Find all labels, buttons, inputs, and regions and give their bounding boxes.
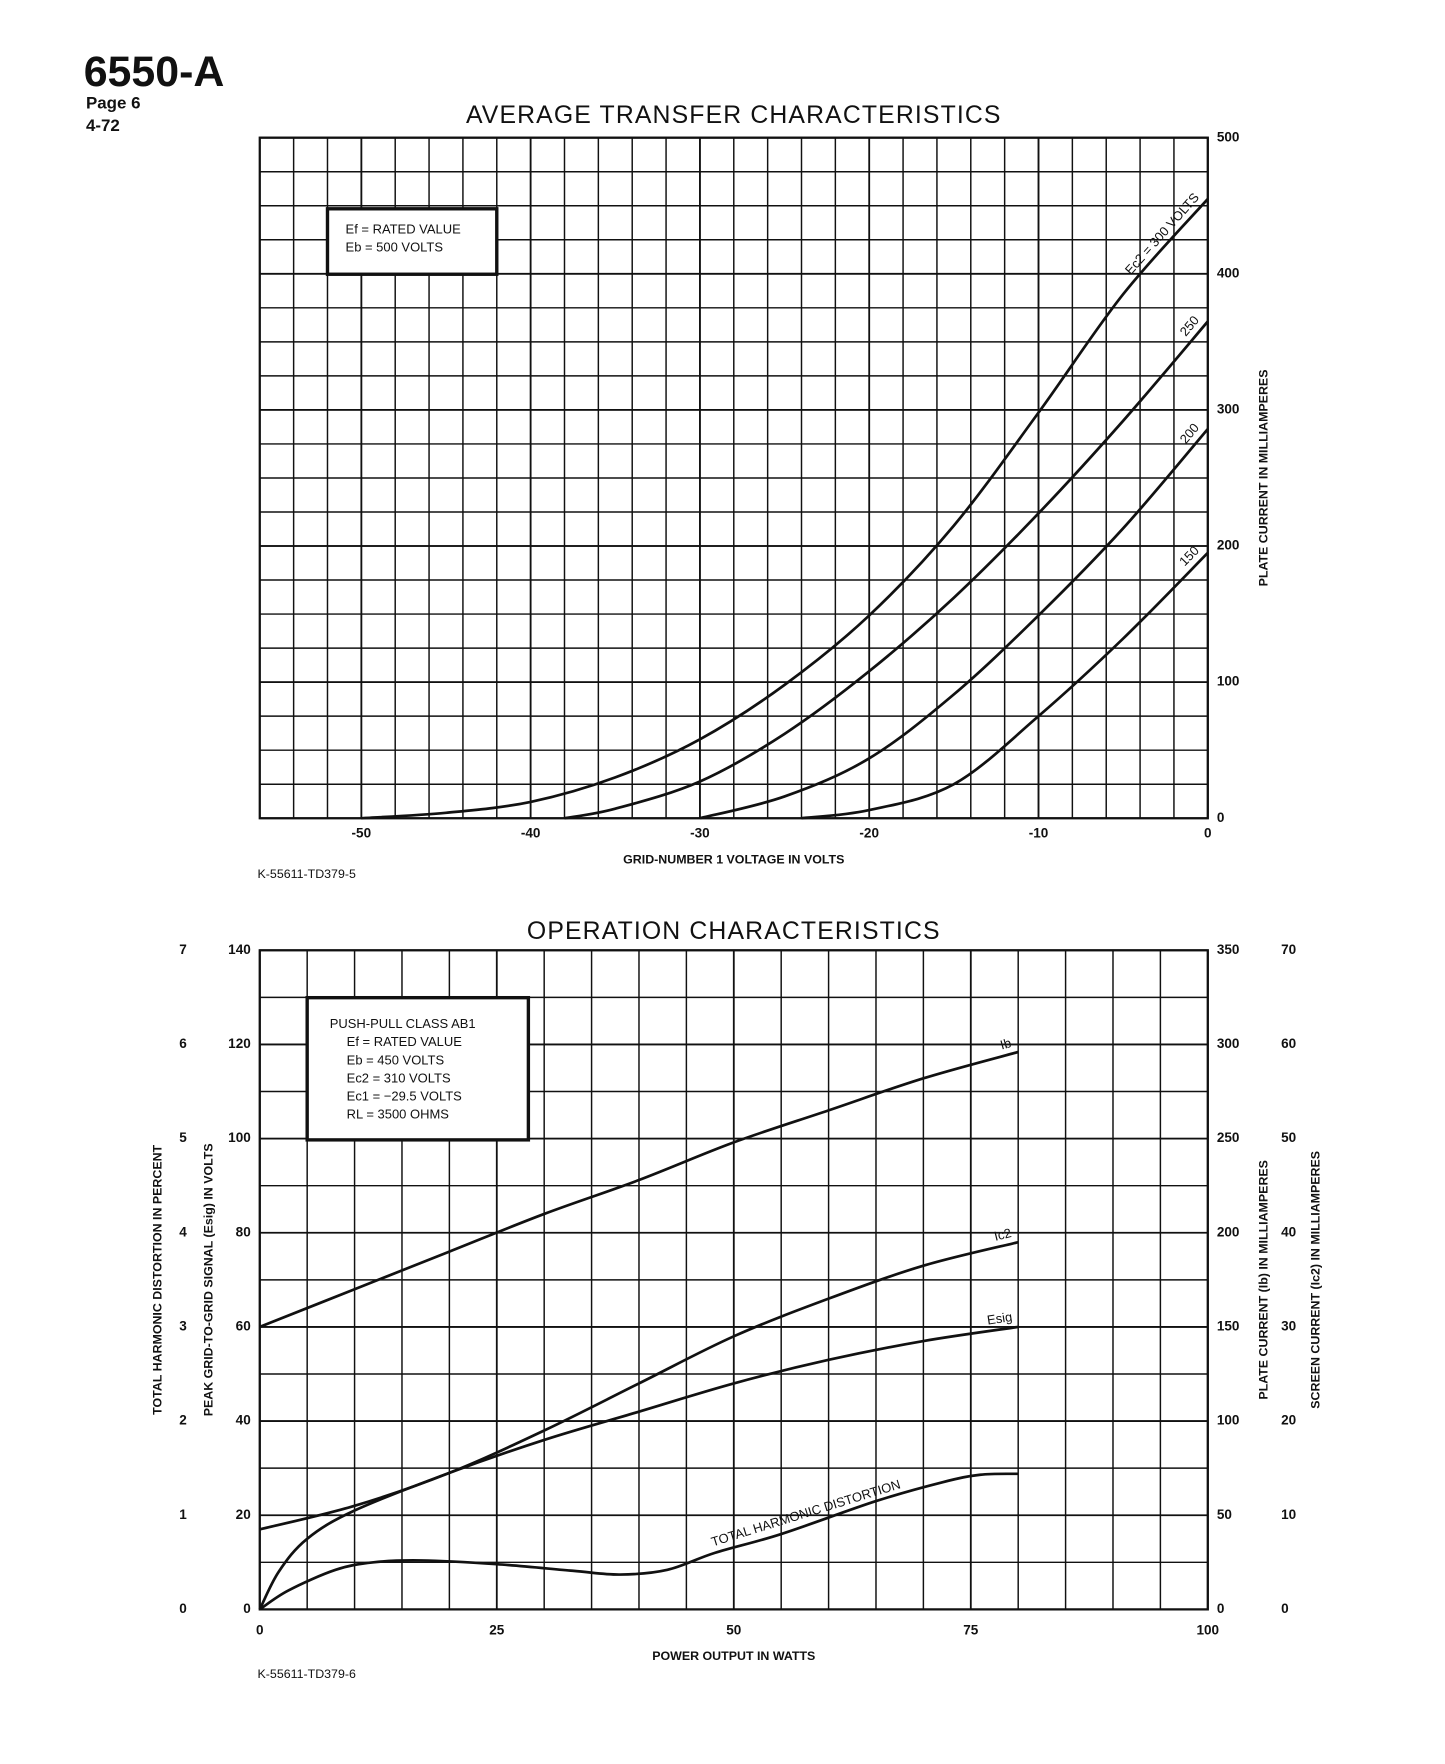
condition-text: Ef = RATED VALUE (346, 222, 462, 237)
series-line (564, 320, 1209, 820)
x-tick-label: 0 (1204, 826, 1212, 841)
y-tick-label: 0 (179, 1601, 187, 1616)
y-tick-label: 200 (1217, 538, 1240, 553)
revision-date: 4-72 (86, 116, 120, 135)
condition-text: Eb = 450 VOLTS (347, 1052, 445, 1067)
y-tick-label: 70 (1281, 942, 1296, 957)
y-tick-label: 30 (1281, 1318, 1296, 1333)
y-axis-title: PLATE CURRENT IN MILLIAMPERES (1257, 370, 1271, 587)
series-line (259, 1472, 1019, 1611)
y-tick-label: 120 (228, 1036, 251, 1051)
chart-title: OPERATION CHARACTERISTICS (527, 918, 941, 945)
y-tick-label: 250 (1217, 1130, 1240, 1145)
x-tick-label: 75 (963, 1622, 979, 1637)
y-tick-label: 1 (179, 1507, 187, 1522)
y-axis-title: PLATE CURRENT (Ib) IN MILLIAMPERES (1257, 1160, 1271, 1400)
series-line (801, 551, 1209, 820)
series-label: Ec2 = 300 VOLTS (1122, 190, 1202, 278)
series-label: 200 (1177, 420, 1202, 446)
y-tick-label: 0 (243, 1601, 251, 1616)
x-tick-label: -30 (690, 826, 710, 841)
series-line (699, 428, 1209, 820)
chart-title: AVERAGE TRANSFER CHARACTERISTICS (466, 102, 1002, 129)
y-tick-label: 20 (236, 1507, 251, 1522)
conditions-box (325, 207, 499, 276)
y-tick-label: 300 (1217, 401, 1240, 416)
y-tick-label: 300 (1217, 1036, 1240, 1051)
x-tick-label: -20 (859, 826, 879, 841)
page-number: Page 6 (86, 93, 141, 112)
y-tick-label: 80 (236, 1224, 251, 1239)
y-tick-label: 400 (1217, 265, 1240, 280)
y-tick-label: 50 (1217, 1507, 1232, 1522)
condition-text: PUSH-PULL CLASS AB1 (330, 1016, 476, 1031)
figure-code: K-55611-TD379-6 (258, 1667, 356, 1681)
x-tick-label: 0 (256, 1622, 264, 1637)
condition-text: Ec1 = −29.5 VOLTS (347, 1088, 462, 1103)
y-tick-label: 5 (179, 1130, 187, 1145)
y-tick-label: 10 (1281, 1507, 1296, 1522)
series-line (258, 1325, 1019, 1610)
y-tick-label: 200 (1217, 1224, 1240, 1239)
series-label: TOTAL HARMONIC DISTORTION (709, 1476, 902, 1549)
y-tick-label: 140 (228, 942, 251, 957)
y-axis-title: PEAK GRID-TO-GRID SIGNAL (Esig) IN VOLTS (201, 1143, 215, 1416)
series-line (259, 1050, 1019, 1329)
part-number: 6550-A (84, 48, 225, 96)
series-label: 250 (1177, 313, 1202, 339)
y-tick-label: 0 (1217, 810, 1225, 825)
y-tick-label: 100 (228, 1130, 251, 1145)
y-tick-label: 100 (1217, 1413, 1240, 1428)
y-tick-label: 100 (1217, 674, 1240, 689)
condition-text: Ef = RATED VALUE (347, 1034, 463, 1049)
y-tick-label: 40 (236, 1413, 251, 1428)
y-axis-title: SCREEN CURRENT (Ic2) IN MILLIAMPERES (1308, 1151, 1322, 1409)
series-label: Ic2 (992, 1225, 1012, 1244)
figure-code: K-55611-TD379-5 (258, 867, 356, 881)
y-tick-label: 60 (1281, 1036, 1296, 1051)
x-tick-label: -50 (352, 826, 372, 841)
x-tick-label: 50 (726, 1622, 741, 1637)
y-tick-label: 40 (1281, 1224, 1296, 1239)
conditions-box (305, 995, 531, 1142)
y-tick-label: 7 (179, 942, 187, 957)
x-tick-label: 100 (1197, 1622, 1220, 1637)
series-line (361, 198, 1209, 820)
y-tick-label: 50 (1281, 1130, 1296, 1145)
y-tick-label: 0 (1281, 1601, 1289, 1616)
x-tick-label: -10 (1029, 826, 1049, 841)
x-tick-label: -40 (521, 826, 541, 841)
y-tick-label: 150 (1217, 1318, 1240, 1333)
y-tick-label: 20 (1281, 1413, 1296, 1428)
y-tick-label: 500 (1217, 129, 1240, 144)
y-tick-label: 4 (179, 1224, 187, 1239)
condition-text: RL = 3500 OHMS (347, 1106, 450, 1121)
y-tick-label: 2 (179, 1413, 187, 1428)
y-tick-label: 0 (1217, 1601, 1225, 1616)
y-tick-label: 6 (179, 1036, 187, 1051)
y-tick-label: 350 (1217, 942, 1240, 957)
x-axis-title: POWER OUTPUT IN WATTS (652, 1649, 815, 1663)
y-axis-title: TOTAL HARMONIC DISTORTION IN PERCENT (150, 1144, 164, 1414)
x-tick-label: 25 (489, 1622, 505, 1637)
condition-text: Ec2 = 310 VOLTS (347, 1070, 451, 1085)
condition-text: Eb = 500 VOLTS (346, 240, 444, 255)
x-axis-title: GRID-NUMBER 1 VOLTAGE IN VOLTS (623, 852, 844, 866)
y-tick-label: 3 (179, 1318, 187, 1333)
series-label: Ib (998, 1035, 1012, 1052)
series-label: Esig (986, 1309, 1013, 1328)
y-tick-label: 60 (236, 1318, 251, 1333)
